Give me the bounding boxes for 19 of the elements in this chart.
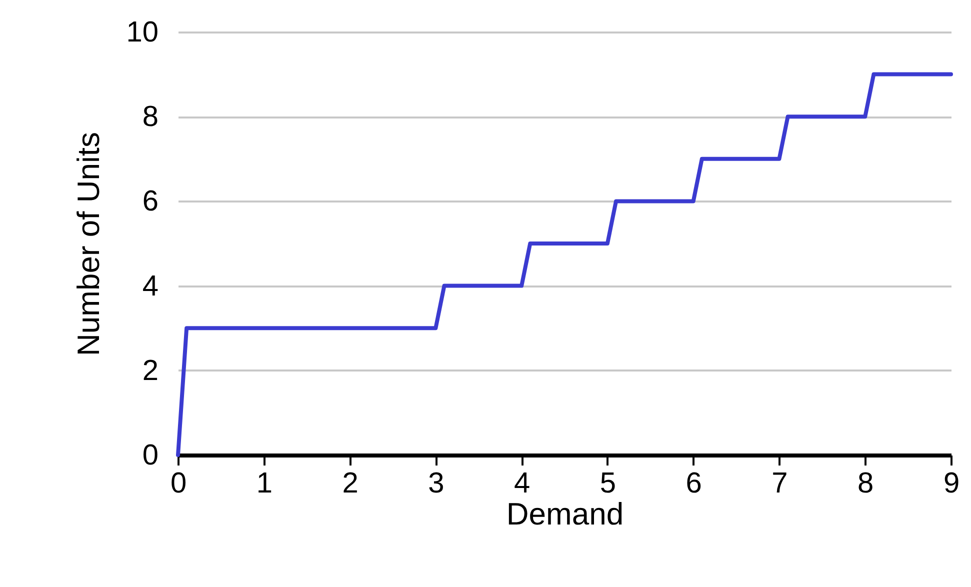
x-tick-label: 8 <box>858 468 874 500</box>
x-tick-label: 0 <box>170 468 187 500</box>
x-tick-label: 6 <box>686 468 702 500</box>
y-tick-label: 6 <box>142 186 158 218</box>
x-tick-label: 5 <box>600 468 616 500</box>
y-axis-title: Number of Units <box>71 132 106 356</box>
x-tick-label: 2 <box>342 468 358 500</box>
x-tick-label: 3 <box>428 468 444 500</box>
y-tick-label: 4 <box>142 270 158 302</box>
x-tick-label: 4 <box>514 468 530 500</box>
y-tick-label: 8 <box>142 101 158 134</box>
y-tick-label: 0 <box>142 440 158 472</box>
x-tick-label: 1 <box>256 468 272 500</box>
x-axis-title: Demand <box>506 496 624 532</box>
y-tick-label: 10 <box>126 16 158 48</box>
y-tick-label: 2 <box>142 354 158 387</box>
x-tick-label: 9 <box>943 468 960 500</box>
x-tick-label: 7 <box>772 468 788 500</box>
line-series <box>176 72 953 457</box>
